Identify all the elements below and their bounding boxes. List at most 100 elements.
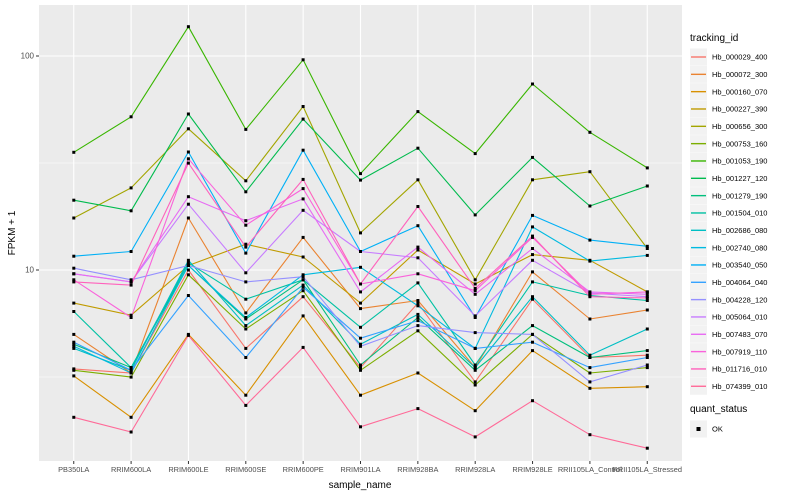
data-point: [531, 82, 534, 86]
data-point: [244, 245, 248, 249]
data-point: [359, 342, 362, 346]
data-point: [72, 266, 76, 270]
data-point: [129, 250, 133, 253]
data-point: [588, 238, 592, 242]
data-point: [129, 280, 133, 284]
data-point: [186, 157, 190, 161]
data-point: [186, 112, 190, 116]
data-point: [244, 356, 248, 359]
data-point: [473, 409, 477, 413]
data-point: [473, 292, 477, 296]
data-point: [473, 278, 477, 282]
x-tick-label: RRIM600LE: [168, 465, 208, 474]
data-point: [473, 366, 477, 370]
data-point: [359, 425, 362, 429]
data-point: [588, 366, 592, 370]
data-point: [186, 273, 190, 277]
data-point: [531, 178, 534, 182]
data-point: [359, 301, 362, 305]
legend-item-label: Hb_002740_080: [712, 243, 767, 252]
data-point: [359, 250, 362, 253]
data-point: [72, 342, 76, 346]
data-point: [72, 368, 76, 372]
data-point: [531, 253, 534, 257]
data-point: [416, 178, 420, 182]
legend-title-tracking-id: tracking_id: [690, 33, 738, 44]
data-point: [301, 285, 305, 289]
data-point: [301, 255, 305, 259]
data-point: [359, 282, 362, 286]
legend-item-Hb_002740_080: Hb_002740_080: [690, 239, 767, 257]
data-point: [645, 253, 649, 257]
data-point: [129, 371, 133, 375]
data-point: [645, 166, 649, 170]
legend-item-Hb_005064_010: Hb_005064_010: [690, 308, 767, 326]
legend-item-label: Hb_001227_120: [712, 174, 767, 183]
x-tick-label: PB350LA: [58, 465, 89, 474]
data-point: [588, 170, 592, 174]
data-point: [301, 273, 305, 277]
legend-item-label: Hb_000656_300: [712, 122, 767, 131]
legend-item-Hb_001053_190: Hb_001053_190: [690, 152, 767, 170]
data-point: [416, 329, 420, 333]
data-point: [244, 403, 248, 407]
data-point: [645, 353, 649, 357]
data-point: [129, 316, 133, 319]
data-point: [588, 356, 592, 359]
data-point: [244, 346, 248, 350]
data-point: [72, 344, 76, 348]
data-point: [129, 368, 133, 372]
data-point: [301, 177, 305, 181]
data-point: [244, 280, 248, 284]
data-point: [416, 146, 420, 150]
data-point: [588, 386, 592, 390]
data-point: [531, 270, 534, 274]
data-point: [301, 275, 305, 279]
data-point: [301, 314, 305, 318]
data-point: [129, 313, 133, 317]
data-point: [531, 234, 534, 238]
data-point: [186, 161, 190, 165]
legend-item-Hb_000656_300: Hb_000656_300: [690, 117, 767, 135]
legend-item-label: Hb_000160_070: [712, 87, 767, 96]
data-point: [645, 290, 649, 294]
legend-item-Hb_000753_160: Hb_000753_160: [690, 135, 767, 153]
data-point: [244, 311, 248, 315]
x-tick-label: RRIM901LA: [340, 465, 380, 474]
y-tick-label: 100: [21, 52, 35, 61]
legend-item-label: Hb_011716_010: [712, 365, 767, 374]
data-point: [416, 245, 420, 249]
legend-item-label: Hb_001504_010: [712, 209, 767, 218]
data-point: [129, 115, 133, 119]
data-point: [416, 256, 420, 260]
data-point: [531, 340, 534, 344]
legend-item-Hb_004228_120: Hb_004228_120: [690, 291, 767, 309]
data-point: [72, 340, 76, 344]
data-point: [301, 345, 305, 349]
data-point: [301, 289, 305, 293]
data-point: [416, 304, 420, 308]
legend-item-label: Hb_001279_190: [712, 191, 767, 200]
data-point: [244, 316, 248, 319]
data-point: [473, 289, 477, 293]
legend-item-Hb_001279_190: Hb_001279_190: [690, 187, 767, 205]
data-point: [645, 296, 649, 300]
data-point: [531, 280, 534, 284]
data-point: [186, 25, 190, 29]
legend-item-label: Hb_004064_040: [712, 278, 767, 287]
data-point: [359, 231, 362, 235]
data-point: [588, 259, 592, 263]
data-point: [531, 295, 534, 299]
data-point: [244, 219, 248, 223]
data-point: [645, 299, 649, 302]
data-point: [645, 184, 649, 188]
legend-item-label: Hb_005064_010: [712, 313, 767, 322]
data-point: [301, 105, 305, 108]
data-point: [129, 278, 133, 282]
data-point: [588, 130, 592, 134]
data-point: [416, 371, 420, 375]
x-tick-label: RRIM928BA: [397, 465, 438, 474]
data-point: [645, 385, 649, 389]
data-point: [301, 148, 305, 152]
legend-item-Hb_000160_070: Hb_000160_070: [690, 83, 767, 101]
